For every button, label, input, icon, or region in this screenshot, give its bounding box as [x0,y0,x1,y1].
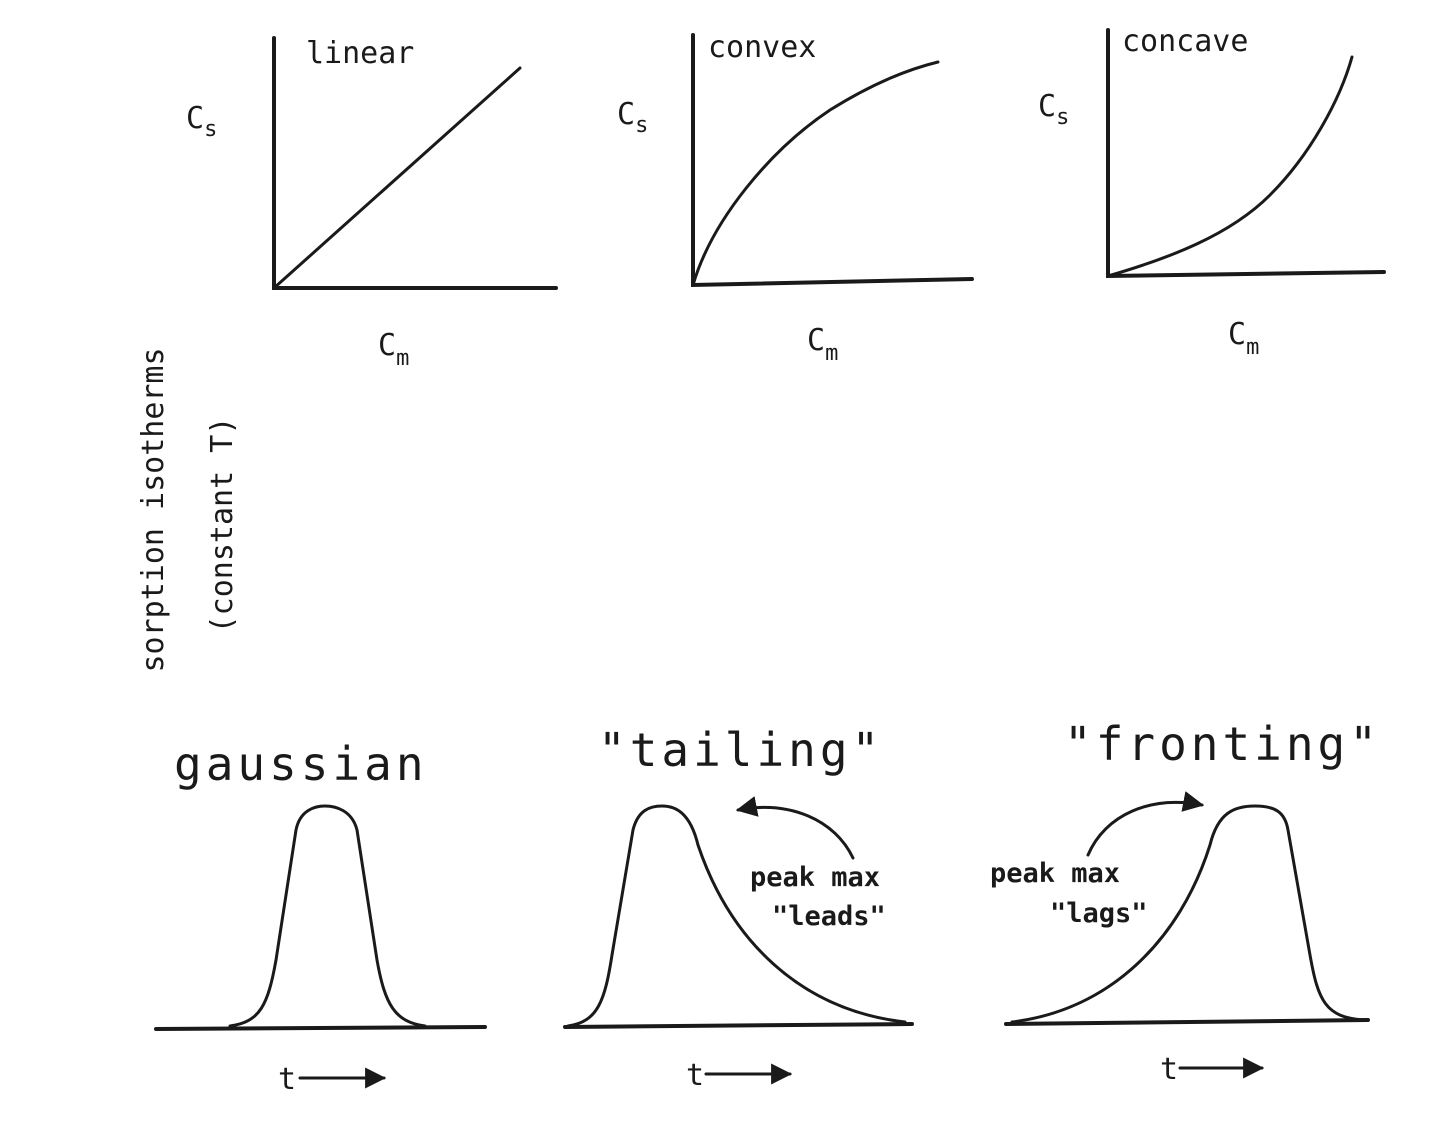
baseline [563,1022,914,1029]
panel-label: gaussian [174,737,428,791]
isotherm-panel-concave: concave Cs Cm [1038,24,1386,360]
peak-note-line-1: peak max [750,862,880,893]
panel-label: "fronting" [1064,717,1381,771]
baseline [1004,1018,1370,1026]
time-label: t [686,1058,704,1093]
panel-label: "tailing" [598,723,883,777]
y-axis-label: Cs [186,101,217,142]
peak-note-line-1: peak max [990,858,1120,889]
y-axis-label: Cs [1038,89,1069,130]
x-axis-label: Cm [1228,317,1259,360]
time-label: t [278,1062,296,1097]
tailing-peak-curve [566,804,907,1028]
peak-panel-gaussian: gaussian t [154,737,487,1097]
time-label: t [1160,1052,1178,1087]
x-axis-label: Cm [807,323,838,366]
fronting-peak-curve [1010,804,1367,1024]
peak-panel-tailing: "tailing" peak max "leads" t [563,723,914,1093]
isotherm-panel-convex: convex Cs Cm [617,30,974,366]
panel-label: concave [1122,24,1248,59]
isotherm-panel-linear: linear Cs Cm [186,36,558,371]
peak-max-lag-arrow [1086,791,1205,857]
y-axis-label: Cs [617,97,648,138]
isotherms-row-title: sorption isotherms (constant T) [136,347,240,672]
baseline [154,1025,487,1031]
convex-isotherm-curve [691,60,940,287]
axes [691,33,974,288]
linear-isotherm-curve [272,66,522,290]
concave-isotherm-curve [1106,55,1354,278]
axes [1106,28,1386,279]
peak-max-lead-arrow [735,796,855,860]
x-axis-label: Cm [378,328,409,371]
gaussian-peak-curve [228,804,427,1028]
panel-label: convex [708,30,816,65]
peak-note-line-2: "leads" [772,901,886,932]
row-title-line-2: (constant T) [205,417,240,634]
peak-panel-fronting: "fronting" peak max "lags" t [990,717,1381,1087]
panel-label: linear [306,36,414,71]
peak-note-line-2: "lags" [1050,898,1148,929]
row-title-line-1: sorption isotherms [136,347,171,672]
